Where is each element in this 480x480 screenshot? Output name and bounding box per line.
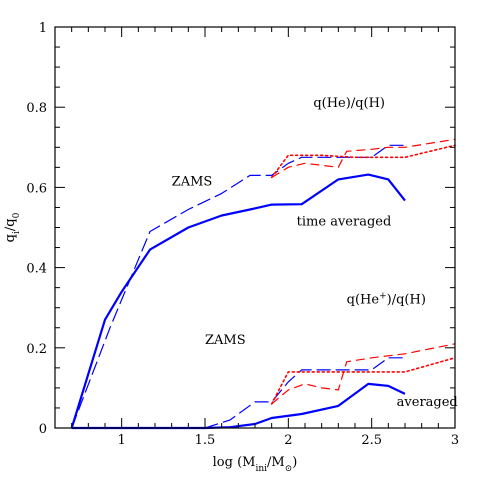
label-time-averaged: time averaged bbox=[297, 214, 392, 229]
y-tick-label: 0.2 bbox=[26, 342, 47, 357]
series-line-4 bbox=[270, 144, 456, 179]
xlabel-base: log (M bbox=[213, 455, 256, 470]
label-qhe-plus-qh-part: q(He bbox=[347, 293, 380, 308]
xlabel-sub2: ⊙ bbox=[285, 464, 293, 474]
ylabel-base: q bbox=[3, 234, 18, 242]
label-averaged: averaged bbox=[397, 395, 458, 410]
series-line-6 bbox=[71, 357, 405, 429]
ylabel-mid: /q bbox=[3, 218, 18, 231]
y-axis-label: qi/q0 bbox=[3, 212, 22, 242]
x-axis-label: log (Mini/M⊙) bbox=[213, 455, 298, 474]
x-tick-label: 1.5 bbox=[195, 433, 216, 448]
x-tick-label: 2 bbox=[284, 433, 292, 448]
label-time-averaged-part: time averaged bbox=[297, 214, 392, 229]
tick-layer bbox=[54, 26, 456, 429]
ylabel-sub1: i bbox=[12, 231, 22, 234]
y-tick-label: 0.4 bbox=[26, 262, 47, 277]
xlabel-mid: /M bbox=[267, 455, 285, 470]
label-qhe-plus-qh-part: )/q(H) bbox=[387, 293, 426, 308]
xlabel-end: ) bbox=[292, 455, 297, 470]
label-qhe-plus-qh: q(He+)/q(H) bbox=[347, 292, 426, 308]
xlabel-sub1: ini bbox=[255, 464, 267, 474]
label-qhe-plus-qh-part: + bbox=[379, 292, 387, 302]
label-averaged-part: averaged bbox=[397, 395, 458, 410]
label-zams-upper-part: ZAMS bbox=[172, 174, 213, 189]
label-qhe-qh: q(He)/q(H) bbox=[313, 96, 385, 111]
y-tick-label: 1 bbox=[39, 21, 47, 36]
series-line-2 bbox=[71, 144, 405, 429]
label-zams-upper: ZAMS bbox=[172, 174, 213, 189]
x-tick-label: 3 bbox=[451, 433, 459, 448]
series-line-1 bbox=[70, 173, 406, 429]
label-zams-lower-part: ZAMS bbox=[205, 333, 246, 348]
series-line-7 bbox=[271, 343, 456, 405]
series-line-3 bbox=[271, 138, 456, 178]
label-zams-lower: ZAMS bbox=[205, 333, 246, 348]
y-tick-label: 0.6 bbox=[26, 181, 47, 196]
series-line-8 bbox=[270, 356, 456, 405]
x-tick-label: 2.5 bbox=[361, 433, 382, 448]
plot-frame bbox=[54, 26, 456, 429]
ylabel-sub2: 0 bbox=[12, 212, 22, 218]
x-tick-label: 1 bbox=[118, 433, 126, 448]
label-qhe-qh-part: q(He)/q(H) bbox=[313, 96, 385, 111]
series-layer bbox=[70, 138, 456, 430]
y-tick-label: 0 bbox=[39, 422, 47, 437]
label-layer: 1 1.5 2 2.5 300.20.40.60.81q(He)/q(H)ZAMStim… bbox=[26, 21, 459, 448]
y-tick-label: 0.8 bbox=[26, 101, 47, 116]
